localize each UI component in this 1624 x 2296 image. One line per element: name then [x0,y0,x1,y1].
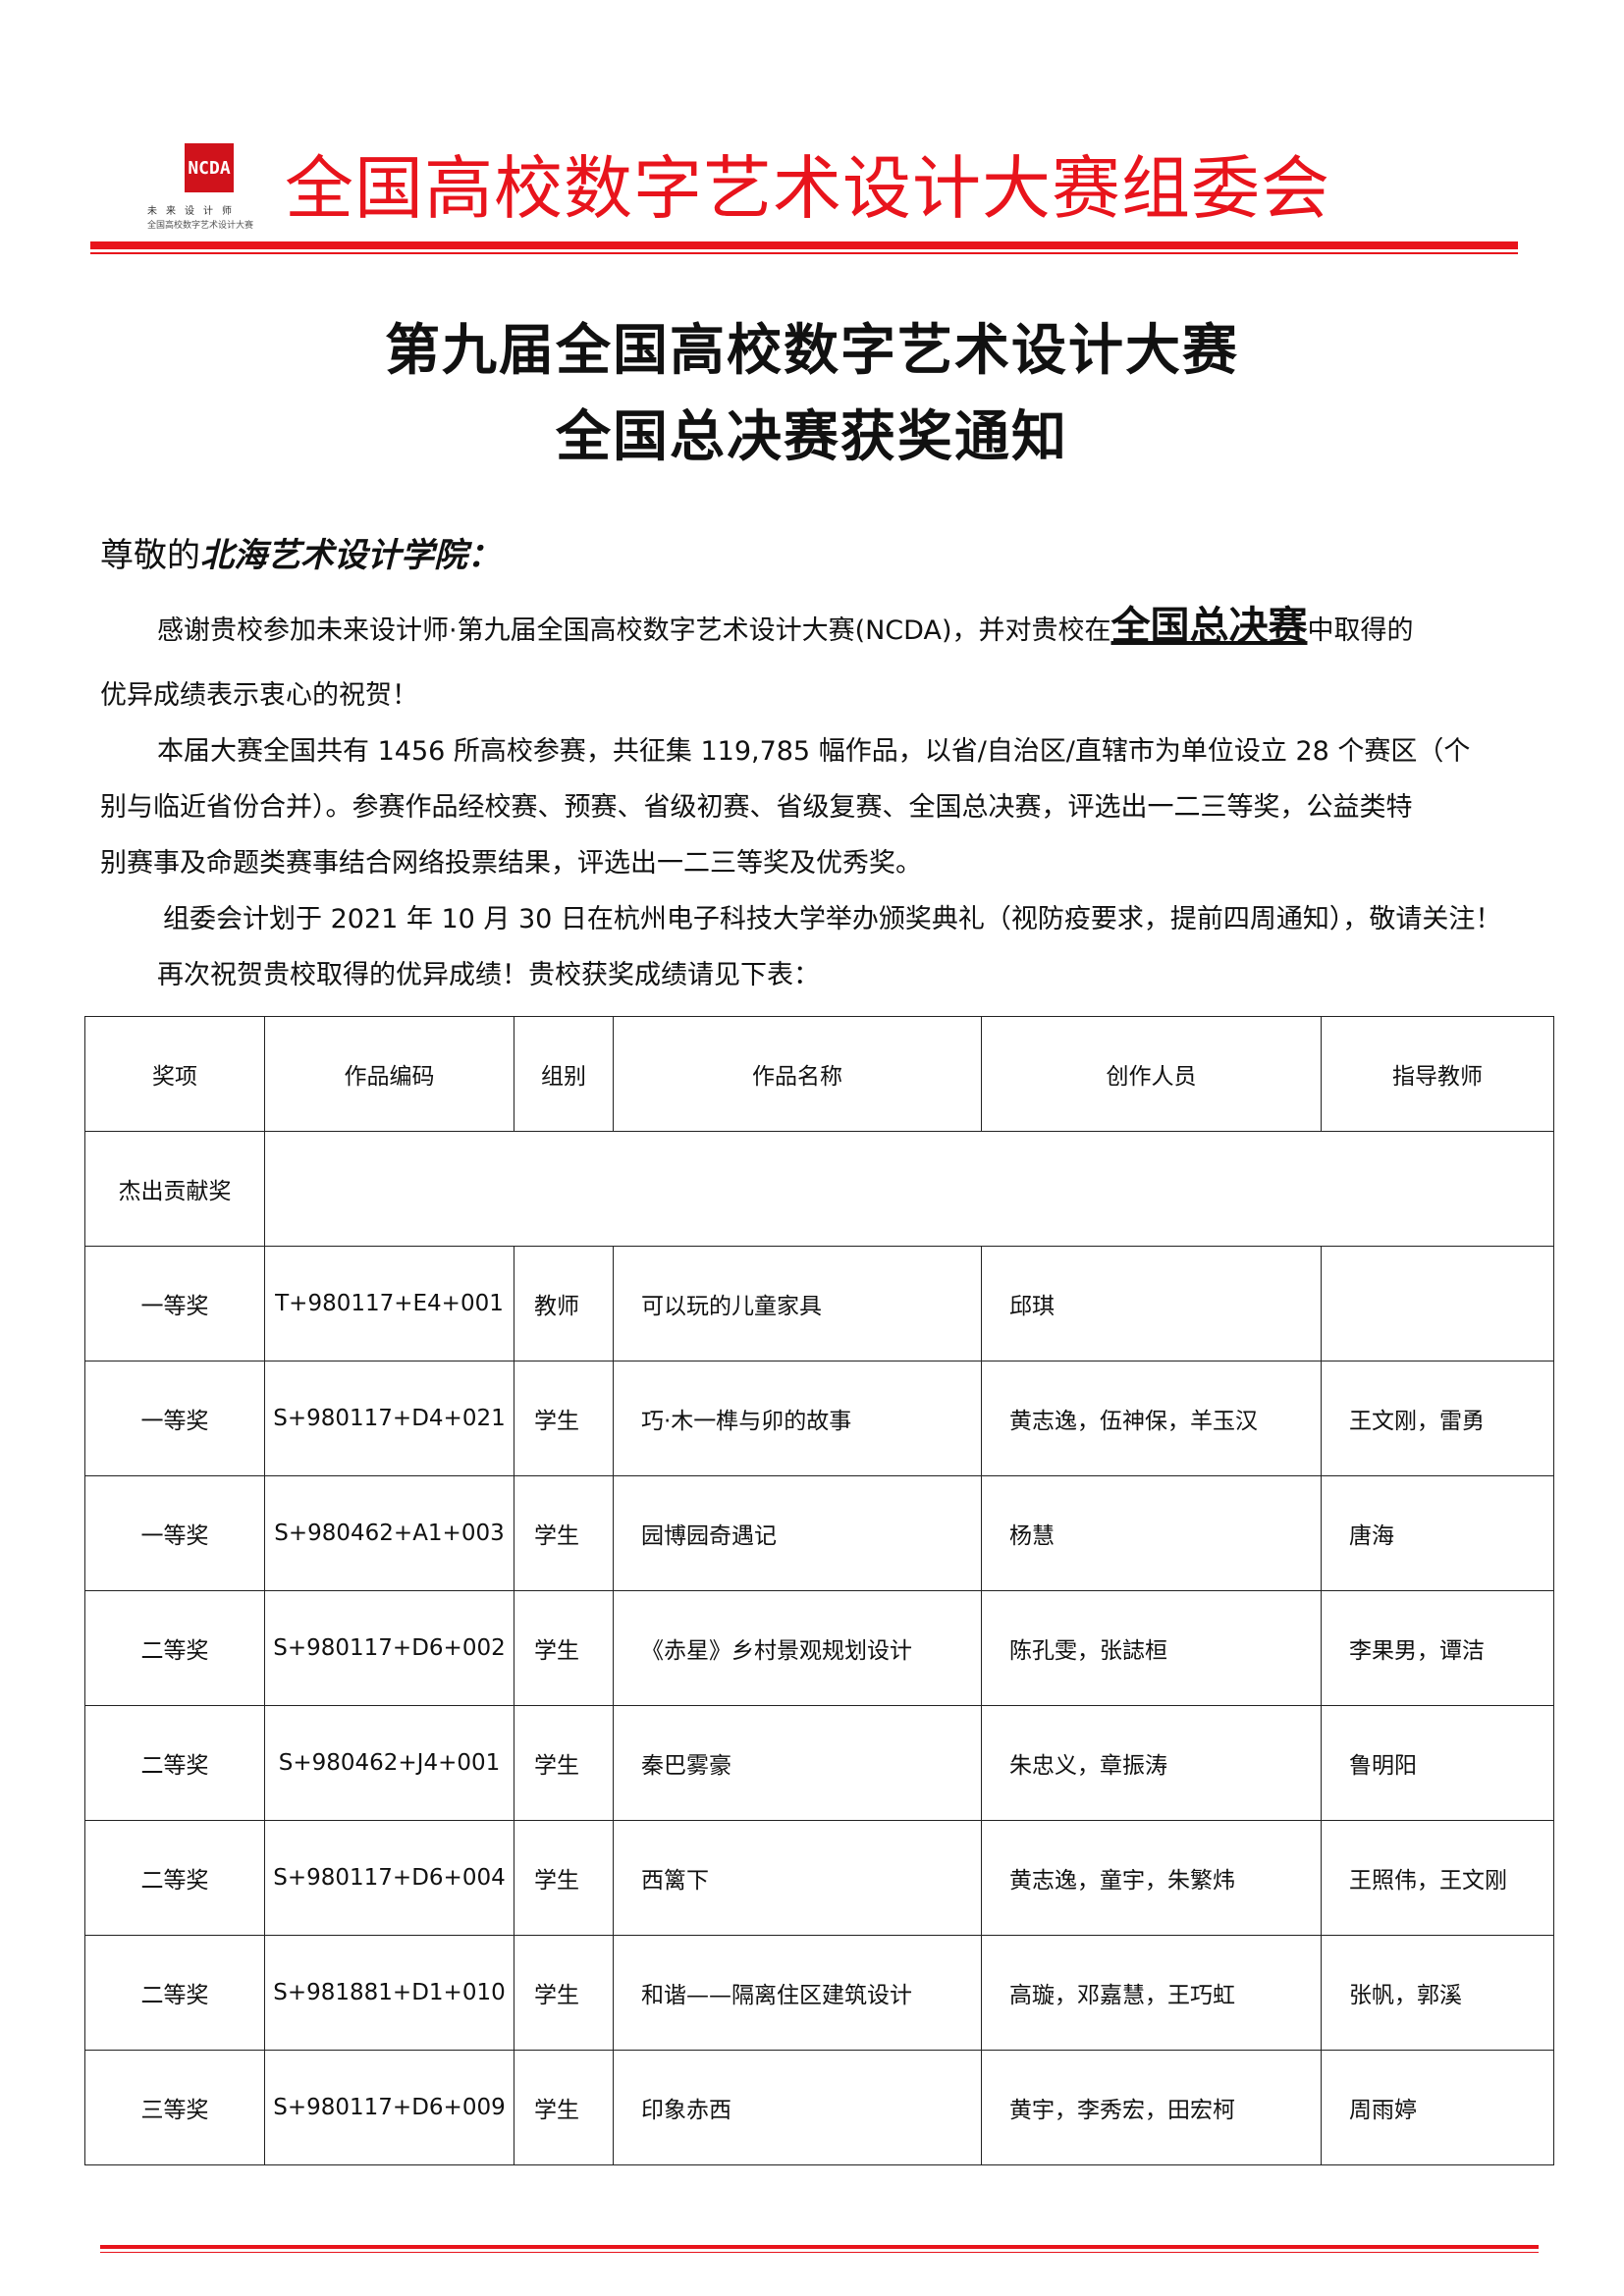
cell-award: 二等奖 [84,1820,265,1936]
cell-group: 学生 [514,1475,614,1591]
table-row: 一等奖 S+980117+D4+021 学生 巧·木一榫与卯的故事 黄志逸，伍神保，羊玉… [84,1361,1554,1476]
header-group: 组别 [514,1016,614,1132]
table-row: 一等奖 T+980117+E4+001 教师 可以玩的儿童家具 邱琪 [84,1246,1554,1362]
header-code: 作品编码 [264,1016,514,1132]
table-row: 二等奖 S+980117+D6+004 学生 西篱下 黄志逸，童宇，朱繁炜 王照伟，王文刚 [84,1820,1554,1936]
cell-advisors: 张帆，郭溪 [1321,1935,1554,2051]
table-row: 三等奖 S+980117+D6+009 学生 印象赤西 黄宇，李秀宏，田宏柯 周雨婷 [84,2050,1554,2165]
paragraph-stats: 本届大赛全国共有 1456 所高校参赛，共征集 119,785 幅作品，以省/自… [157,736,1471,767]
footer-divider [100,2245,1539,2249]
header-work: 作品名称 [613,1016,982,1132]
cell-award: 二等奖 [84,1590,265,1706]
special-award-label: 杰出贡献奖 [84,1131,265,1247]
paragraph-thanks: 感谢贵校参加未来设计师·第九届全国高校数字艺术设计大赛(NCDA)，并对贵校在全… [100,599,1598,659]
cell-creators: 朱忠义，章振涛 [981,1705,1322,1821]
cell-group: 学生 [514,1935,614,2051]
table-row: 二等奖 S+980117+D6+002 学生 《赤星》乡村景观规划设计 陈孔雯，张誌桓李… [84,1590,1554,1706]
cell-creators: 杨慧 [981,1475,1322,1591]
cell-creators: 黄志逸，童宇，朱繁炜 [981,1820,1322,1936]
cell-award: 一等奖 [84,1246,265,1362]
special-award-empty [264,1131,1554,1247]
cell-work: 和谐——隔离住区建筑设计 [613,1935,982,2051]
org-title: 全国高校数字艺术设计大赛组委会 [285,148,1330,229]
cell-work: 《赤星》乡村景观规划设计 [613,1590,982,1706]
cell-code: S+980117+D6+004 [264,1820,514,1936]
cell-group: 教师 [514,1246,614,1362]
logo-subcaption: 全国高校数字艺术设计大赛 [147,221,254,231]
cell-award: 二等奖 [84,1705,265,1821]
cell-advisors: 鲁明阳 [1321,1705,1554,1821]
cell-code: S+981881+D1+010 [264,1935,514,2051]
table-row: 二等奖 S+980462+J4+001 学生 秦巴雾豪 朱忠义，章振涛 鲁明阳 [84,1705,1554,1821]
cell-advisors: 王照伟，王文刚 [1321,1820,1554,1936]
cell-work: 印象赤西 [613,2050,982,2165]
cell-award: 一等奖 [84,1475,265,1591]
cell-creators: 高璇，邓嘉慧，王巧虹 [981,1935,1322,2051]
cell-advisors: 唐海 [1321,1475,1554,1591]
cell-creators: 邱琪 [981,1246,1322,1362]
special-award-row: 杰出贡献奖 [84,1131,1554,1247]
paragraph-stats-cont2: 别赛事及命题类赛事结合网络投票结果，评选出一二三等奖及优秀奖。 [100,848,922,879]
salutation-prefix: 尊敬的 [100,536,200,575]
table-header-row: 奖项 作品编码 组别 作品名称 创作人员 指导教师 [84,1016,1554,1132]
paragraph-ceremony: 组委会计划于 2021 年 10 月 30 日在杭州电子科技大学举办颁奖典礼（视… [163,904,1502,934]
cell-creators: 陈孔雯，张誌桓 [981,1590,1322,1706]
cell-work: 园博园奇遇记 [613,1475,982,1591]
cell-advisors: 王文刚，雷勇 [1321,1361,1554,1476]
cell-award: 一等奖 [84,1361,265,1476]
paragraph-stats-cont: 别与临近省份合并）。参赛作品经校赛、预赛、省级初赛、省级复赛、全国总决赛，评选出… [100,792,1413,823]
header-advisors: 指导教师 [1321,1016,1554,1132]
cell-group: 学生 [514,2050,614,2165]
header-divider-thin [90,252,1518,254]
cell-advisors: 李果男，谭洁 [1321,1590,1554,1706]
document-title: 第九届全国高校数字艺术设计大赛 [385,318,1239,383]
cell-code: S+980117+D6+009 [264,2050,514,2165]
header-creators: 创作人员 [981,1016,1322,1132]
paragraph-congrats: 再次祝贺贵校取得的优异成绩！贵校获奖成绩请见下表： [157,960,820,990]
salutation: 尊敬的北海艺术设计学院： [100,528,501,576]
logo-caption: 未来设计师 [147,206,241,217]
cell-award: 二等奖 [84,1935,265,2051]
paragraph-thanks-cont: 优异成绩表示衷心的祝贺！ [100,680,418,711]
cell-code: S+980117+D6+002 [264,1590,514,1706]
cell-work: 可以玩的儿童家具 [613,1246,982,1362]
header-divider [90,241,1518,249]
p1-text: 感谢贵校参加未来设计师·第九届全国高校数字艺术设计大赛(NCDA)，并对贵校在 [157,615,1111,646]
logo-mark: NCDA [185,143,234,192]
table-row: 二等奖 S+981881+D1+010 学生 和谐——隔离住区建筑设计 高璇，邓嘉慧，王… [84,1935,1554,2051]
highlight-stage: 全国总决赛 [1110,604,1308,649]
cell-creators: 黄志逸，伍神保，羊玉汉 [981,1361,1322,1476]
cell-code: S+980462+J4+001 [264,1705,514,1821]
cell-code: T+980117+E4+001 [264,1246,514,1362]
cell-work: 西篱下 [613,1820,982,1936]
cell-group: 学生 [514,1361,614,1476]
cell-award: 三等奖 [84,2050,265,2165]
cell-code: S+980117+D4+021 [264,1361,514,1476]
document-subtitle: 全国总决赛获奖通知 [556,404,1068,469]
cell-group: 学生 [514,1590,614,1706]
cell-group: 学生 [514,1705,614,1821]
cell-creators: 黄宇，李秀宏，田宏柯 [981,2050,1322,2165]
cell-group: 学生 [514,1820,614,1936]
p1-text-end: 中取得的 [1307,615,1414,646]
header-award: 奖项 [84,1016,265,1132]
awards-table: 奖项 作品编码 组别 作品名称 创作人员 指导教师 杰出贡献奖 一等奖 T+980… [84,1016,1554,2165]
school-name: 北海艺术设计学院： [200,536,501,575]
cell-work: 巧·木一榫与卯的故事 [613,1361,982,1476]
cell-work: 秦巴雾豪 [613,1705,982,1821]
cell-code: S+980462+A1+003 [264,1475,514,1591]
footer-divider-thin [100,2252,1539,2253]
cell-advisors [1321,1246,1554,1362]
cell-advisors: 周雨婷 [1321,2050,1554,2165]
table-row: 一等奖 S+980462+A1+003 学生 园博园奇遇记 杨慧 唐海 [84,1475,1554,1591]
